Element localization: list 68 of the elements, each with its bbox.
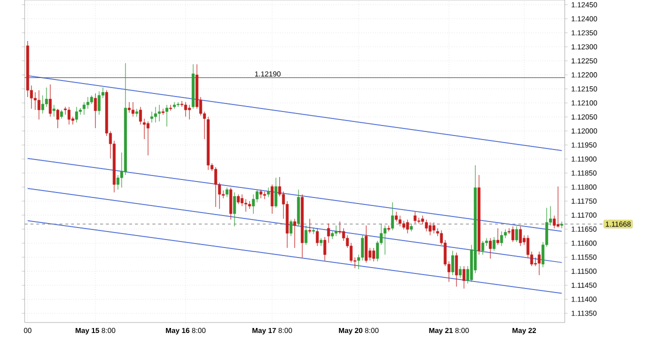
candlestick (492, 236, 496, 251)
candlestick (139, 106, 142, 125)
candlestick (214, 166, 218, 208)
candlestick (372, 248, 376, 262)
candlestick (132, 102, 134, 117)
candlestick (481, 240, 484, 255)
candlestick (414, 211, 417, 224)
candlestick (274, 178, 278, 208)
candlestick (338, 221, 342, 234)
candlestick (146, 121, 150, 156)
candlestick (534, 257, 537, 266)
candlestick (511, 226, 514, 242)
candlestick (188, 104, 191, 120)
candlestick (455, 252, 458, 287)
candlestick (266, 187, 270, 198)
candlestick (82, 102, 86, 115)
candlestick (462, 266, 466, 289)
candlestick (158, 104, 161, 122)
candlestick (518, 226, 522, 246)
candlestick (432, 222, 436, 234)
candlestick (334, 225, 338, 236)
candlestick (68, 106, 70, 125)
candlestick (38, 90, 40, 120)
candlestick (320, 238, 322, 246)
candlestick (165, 104, 168, 127)
candlestick (391, 202, 394, 231)
candlestick (496, 228, 500, 246)
candlestick (290, 219, 292, 236)
candlestick (226, 187, 228, 198)
candlestick (94, 93, 97, 128)
candlestick (252, 194, 255, 214)
candlestick (52, 104, 56, 117)
candlestick (361, 234, 364, 261)
candlestick (500, 231, 504, 246)
candlestick (327, 223, 330, 244)
candlestick (45, 87, 48, 108)
candlestick (312, 227, 315, 234)
candlestick (515, 226, 518, 242)
candlestick (48, 84, 52, 117)
candlestick (424, 219, 428, 232)
candlestick (428, 222, 432, 236)
candlestick (244, 198, 248, 212)
candlestick (488, 238, 492, 259)
candlestick (154, 106, 157, 123)
candlestick (75, 106, 78, 123)
candlestick (240, 194, 244, 206)
candlestick (458, 266, 462, 278)
candlestick (308, 218, 312, 234)
candlestick (538, 251, 541, 276)
candlestick (116, 174, 120, 190)
candlestick (406, 219, 409, 234)
candlestick (150, 111, 154, 123)
candlestick (98, 91, 101, 115)
candlestick (233, 192, 236, 227)
candlestick (323, 236, 326, 261)
candlestick (451, 250, 454, 276)
candlestick (256, 189, 259, 202)
candlestick (184, 102, 188, 117)
candlestick (556, 186, 560, 228)
candlestick (316, 228, 319, 246)
candlestick (236, 194, 240, 204)
candlestick (270, 184, 274, 214)
candlestick (293, 218, 296, 248)
candlestick (384, 225, 386, 255)
candlestick (56, 108, 60, 128)
candlestick (398, 215, 402, 227)
candlestick (304, 225, 308, 246)
candlestick (128, 102, 131, 114)
